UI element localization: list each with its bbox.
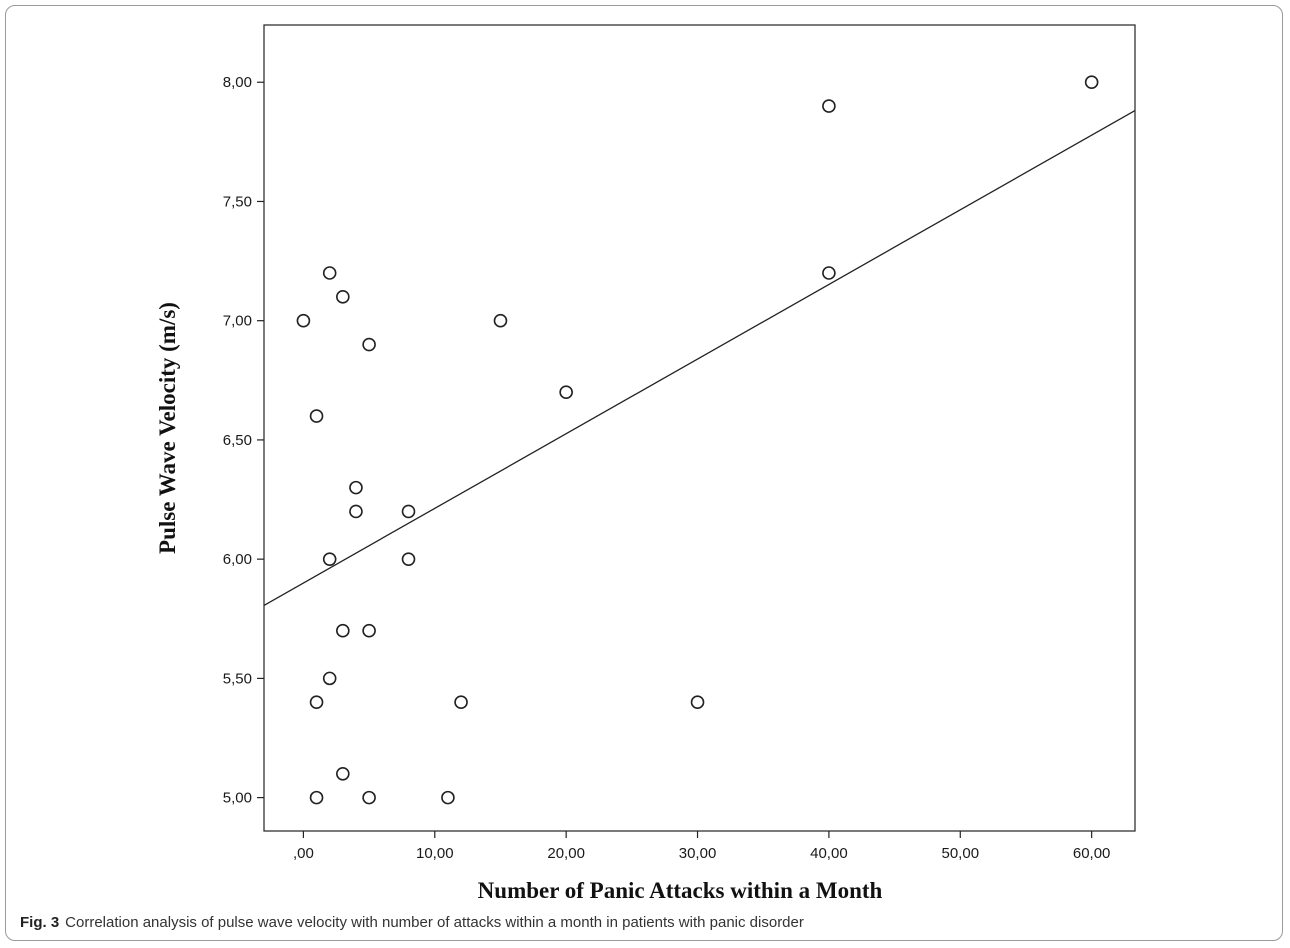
data-point — [336, 623, 350, 638]
data-point — [309, 409, 324, 423]
x-axis-title: Number of Panic Attacks within a Month — [478, 878, 883, 903]
caption-text: Correlation analysis of pulse wave veloc… — [65, 914, 804, 931]
y-tick-label: 5,00 — [223, 790, 252, 807]
data-point — [401, 552, 416, 566]
y-tick-label: 8,00 — [223, 74, 252, 91]
data-point — [349, 480, 363, 495]
data-point — [559, 385, 573, 400]
data-point — [822, 99, 836, 113]
data-point — [309, 790, 324, 805]
data-point — [336, 766, 350, 781]
data-point — [296, 313, 311, 328]
x-tick-label: ,00 — [293, 845, 314, 862]
figure-frame — [5, 5, 1283, 941]
y-axis: 5,00 5,50 6,00 6,50 7,00 7,50 8,00 — [223, 74, 264, 807]
y-axis-title: Pulse Wave Velocity (m/s) — [155, 302, 180, 554]
data-point — [362, 623, 376, 638]
regression-line — [263, 109, 1136, 606]
data-point — [322, 671, 337, 686]
data-point — [454, 695, 468, 710]
data-point — [441, 790, 455, 805]
data-point — [309, 695, 324, 710]
data-point — [401, 504, 416, 519]
x-axis: ,00 10,00 20,00 30,00 40,00 50,00 60,00 — [293, 831, 1110, 862]
data-points — [296, 75, 1099, 805]
data-point — [322, 266, 337, 280]
data-point — [322, 552, 337, 566]
y-tick-label: 7,00 — [223, 313, 252, 330]
data-point — [349, 504, 363, 519]
data-point — [362, 790, 376, 805]
x-tick-label: 60,00 — [1073, 845, 1111, 862]
x-tick-label: 10,00 — [416, 845, 454, 862]
x-tick-label: 40,00 — [810, 845, 848, 862]
x-tick-label: 50,00 — [942, 845, 980, 862]
y-tick-label: 6,00 — [223, 551, 252, 568]
y-tick-label: 6,50 — [223, 432, 252, 449]
data-point — [822, 266, 836, 280]
data-point — [1084, 75, 1099, 90]
y-tick-label: 7,50 — [223, 193, 252, 210]
data-point — [336, 290, 350, 304]
caption-label: Fig. 3 — [20, 914, 60, 931]
figure-caption: Fig. 3 Correlation analysis of pulse wave… — [20, 914, 1270, 931]
data-point — [493, 313, 508, 328]
x-tick-label: 20,00 — [547, 845, 585, 862]
data-point — [690, 695, 705, 710]
x-tick-label: 30,00 — [679, 845, 717, 862]
y-tick-label: 5,50 — [223, 670, 252, 687]
plot-area — [263, 24, 1136, 832]
data-point — [362, 337, 376, 352]
